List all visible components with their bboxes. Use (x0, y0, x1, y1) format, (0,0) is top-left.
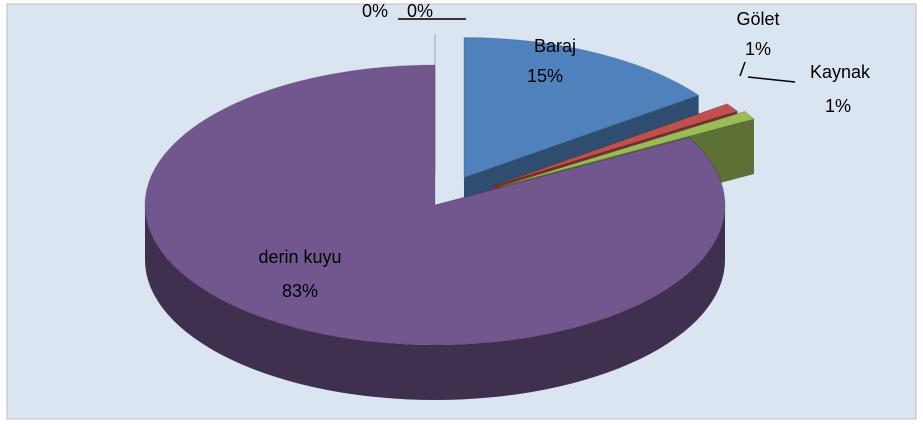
slice-label: derin kuyu (258, 247, 341, 267)
slice-wall (145, 205, 725, 400)
slice (463, 37, 700, 179)
slice-value-label: 1% (825, 96, 851, 116)
leader-line (747, 76, 796, 83)
slice-value-label: 0% (362, 1, 388, 21)
slice-value-label: 0% (407, 1, 433, 21)
slice (499, 110, 756, 187)
slice (492, 103, 739, 187)
slice-label: Baraj (534, 36, 576, 56)
slice-label: Gölet (736, 9, 779, 29)
leader-line (739, 61, 746, 77)
slice-value-label: 1% (745, 39, 771, 59)
slice-value-label: 83% (282, 281, 318, 301)
slice-label: Kaynak (810, 62, 871, 82)
slice-value-label: 15% (527, 66, 563, 86)
slice (144, 64, 726, 346)
